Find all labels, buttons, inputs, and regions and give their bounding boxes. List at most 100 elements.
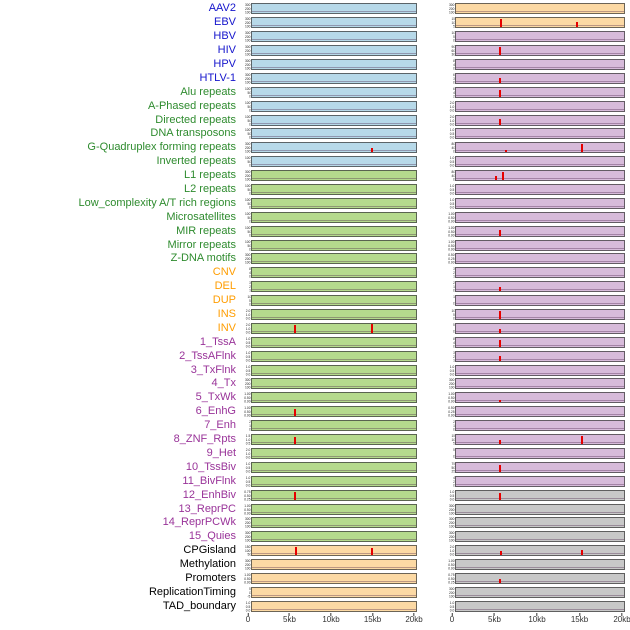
y-tick-label: 10 <box>247 295 251 299</box>
y-tick-label: 300 <box>245 253 251 258</box>
y-axis-ticks-right: 1.00 0.50 0.00 <box>443 393 454 403</box>
y-tick-label: 1.0 <box>246 601 251 605</box>
track-panel-left <box>251 142 417 154</box>
y-tick-label: 0.0 <box>246 455 251 459</box>
y-tick-label: 1 <box>452 284 455 289</box>
row-label: Microsatellites <box>166 210 236 223</box>
track-panel-left <box>251 489 417 501</box>
y-tick-label: 100 <box>245 156 251 161</box>
y-axis-ticks-right: 1.0 0.5 0.0 <box>443 129 454 139</box>
y-tick-label: 100 <box>245 566 251 570</box>
track-panel-left <box>251 45 417 57</box>
y-tick-label: 200 <box>245 173 251 178</box>
row-label: 13_ReprPC <box>178 502 236 515</box>
y-tick-label: 1.00 <box>448 392 455 397</box>
x-tick-mark <box>578 613 580 617</box>
x-tick-label: 15kb <box>363 615 382 625</box>
y-axis-ticks-right: 1.0 0.5 0.0 <box>443 490 454 500</box>
y-tick-label: 1.0 <box>246 475 251 480</box>
y-tick-label: 40 <box>451 173 455 178</box>
y-tick-label: 200 <box>449 6 455 12</box>
track-panel-left <box>251 170 417 182</box>
y-tick-label: 0 <box>452 177 455 181</box>
y-tick-label: 1.0 <box>450 104 455 109</box>
y-tick-label: 10 <box>451 437 455 442</box>
y-tick-label: 4 <box>452 340 455 345</box>
y-axis-ticks-left: 1.00 0.50 0.00 <box>239 504 250 514</box>
track-panel-left <box>251 545 417 557</box>
track-row: Inverted repeats 100 50 0 1.0 0.5 0.0 <box>0 155 630 169</box>
track-row: DNA transposons 100 50 0 1.0 0.5 0.0 <box>0 127 630 141</box>
x-tick-label: 0 <box>245 615 251 625</box>
y-tick-label: 0.5 <box>246 368 251 373</box>
y-tick-label: 100 <box>245 260 251 265</box>
y-tick-label: 1.0 <box>246 312 251 317</box>
y-tick-label: 0.5 <box>246 441 251 445</box>
y-axis-ticks-left: 100 50 0 <box>239 240 250 250</box>
y-axis-ticks-right: 3210 <box>443 268 455 279</box>
y-axis-ticks-left: 100 50 0 <box>239 115 250 125</box>
y-tick-label: 0 <box>248 121 251 126</box>
y-tick-label: 0.0 <box>246 371 251 376</box>
y-tick-label: 0.0 <box>246 344 251 348</box>
track-panel-left <box>251 225 417 237</box>
y-tick-label: 0.50 <box>448 576 455 581</box>
track-panel-right <box>455 559 625 571</box>
y-tick-label: 0 <box>248 590 251 595</box>
track-panel-right <box>455 100 625 112</box>
y-tick-label: 1.00 <box>448 212 455 216</box>
y-tick-label: 2 <box>452 281 455 286</box>
track-panel-right <box>455 545 625 557</box>
track-panel-left <box>251 434 417 446</box>
y-tick-label: 0.0 <box>450 121 455 126</box>
y-tick-label: 1 <box>248 423 251 428</box>
y-axis-ticks-left: 1.00 0.50 0.00 <box>239 393 250 403</box>
y-tick-label: 1 <box>452 274 455 279</box>
y-tick-label: 200 <box>449 382 455 387</box>
row-label: 14_ReprPCWk <box>162 516 236 529</box>
track-panel-left <box>251 572 417 584</box>
row-label: Directed repeats <box>155 113 236 126</box>
y-tick-label: 0.0 <box>246 469 251 473</box>
y-tick-label: 0 <box>248 274 251 279</box>
y-tick-label: 1.0 <box>246 437 251 442</box>
signal-spike <box>498 77 501 83</box>
track-panel-right <box>455 600 625 612</box>
y-axis-ticks-right: 2.0 1.0 0.0 <box>443 545 454 555</box>
track-panel-left <box>251 17 417 29</box>
y-tick-label: 300 <box>245 142 251 147</box>
y-tick-label: 8 <box>248 267 251 272</box>
track-row: INS 2.0 1.0 0.0 10 5 0 <box>0 308 630 322</box>
signal-spike <box>498 328 501 333</box>
x-tick-label: 0 <box>449 615 455 625</box>
y-tick-label: 100 <box>245 548 251 553</box>
y-tick-label: 200 <box>245 562 251 567</box>
signal-spike <box>581 144 583 153</box>
track-panel-right <box>455 572 625 584</box>
track-panel-right <box>455 170 625 182</box>
y-axis-ticks-right: 7550250 <box>443 462 455 472</box>
track-row: 9_Het 2.0 1.0 0.0 5 0 <box>0 447 630 461</box>
y-axis-ticks-right: 1.0 0.5 0.0 <box>443 198 454 208</box>
y-tick-label: 50 <box>247 187 251 192</box>
track-panel-left <box>251 336 417 348</box>
y-tick-label: 5 <box>452 323 455 327</box>
y-tick-label: 0.5 <box>450 187 455 192</box>
x-tick: 5kb <box>283 613 296 625</box>
row-label: Low_complexity A/T rich regions <box>78 196 236 209</box>
track-panel-right <box>455 267 625 279</box>
signal-spike <box>498 493 501 500</box>
track-panel-left <box>251 420 417 432</box>
y-tick-label: 100 <box>245 184 251 188</box>
track-panel-right <box>455 461 625 473</box>
y-tick-label: 300 <box>245 531 251 536</box>
row-label: 3_TxFlnk <box>190 363 236 376</box>
y-tick-label: 0.0 <box>450 371 455 376</box>
y-tick-label: 0 <box>248 427 251 431</box>
